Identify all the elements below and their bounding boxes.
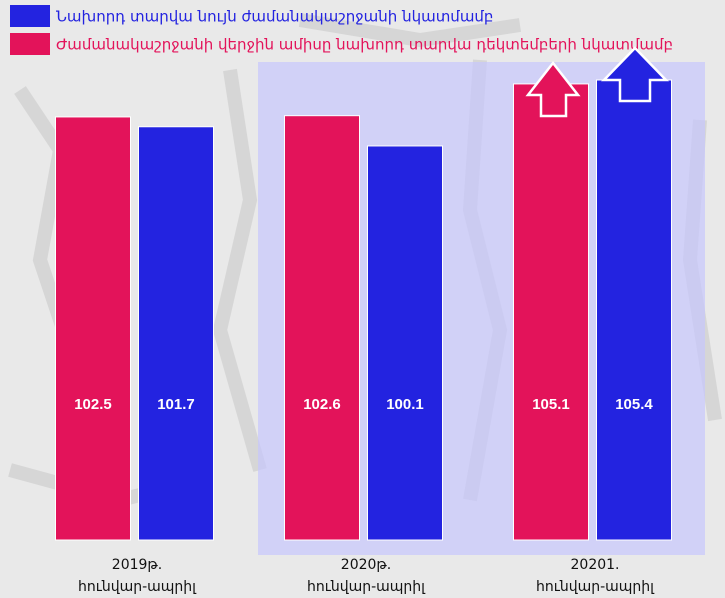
bar	[513, 83, 589, 541]
x-tick-label: հունվար-ապրիլ	[307, 579, 426, 595]
value-label: 105.4	[615, 396, 653, 413]
value-label: 100.1	[386, 396, 424, 413]
legend-swatch	[10, 5, 50, 27]
x-tick-label: 2020թ.	[341, 557, 391, 573]
x-tick-label: 2019թ.	[112, 557, 162, 573]
x-tick-label: հունվար-ապրիլ	[536, 579, 655, 595]
x-tick-label: 20201.	[571, 557, 620, 573]
bar	[55, 116, 131, 541]
bars: 102.5 101.7 102.6 100.1 105.1 105.4	[55, 79, 672, 541]
bar	[138, 126, 214, 541]
legend-label: Ժամանակաշրջանի վերջին ամիսը նախորդ տարվա…	[56, 36, 673, 54]
value-label: 101.7	[157, 396, 195, 413]
bar	[596, 79, 672, 541]
x-tick-label: հունվար-ապրիլ	[78, 579, 197, 595]
bar	[284, 115, 360, 541]
up-arrow	[525, 60, 581, 118]
legend-swatch	[10, 33, 50, 55]
legend: Նախորդ տարվա նույն ժամանակաշրջանի նկատմա…	[10, 5, 673, 55]
value-label: 102.6	[303, 396, 341, 413]
up-arrow	[601, 46, 669, 103]
value-label: 102.5	[74, 396, 112, 413]
value-label: 105.1	[532, 396, 570, 413]
legend-label: Նախորդ տարվա նույն ժամանակաշրջանի նկատմա…	[56, 8, 493, 26]
bar	[367, 145, 443, 541]
